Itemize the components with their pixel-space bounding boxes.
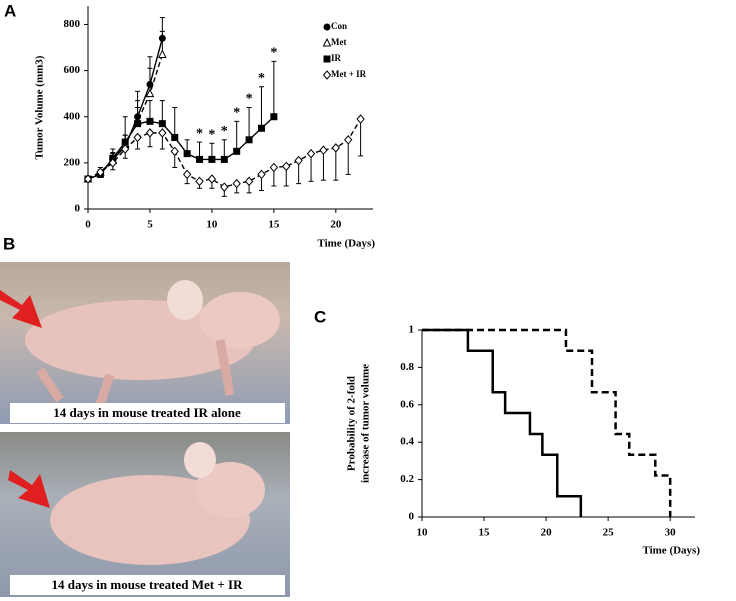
marker — [158, 120, 166, 128]
marker — [121, 144, 130, 154]
marker — [257, 169, 266, 180]
caption-box — [10, 575, 285, 595]
marker — [270, 113, 278, 121]
marker — [245, 136, 253, 144]
annotation: * — [208, 127, 215, 142]
x-tick-label: 15 — [268, 219, 280, 231]
marker — [170, 146, 179, 157]
marker — [323, 55, 331, 63]
legend-label: Con — [331, 21, 347, 31]
marker — [158, 49, 167, 58]
marker — [269, 162, 279, 173]
marker — [244, 176, 254, 187]
marker — [257, 124, 265, 132]
annotation: * — [196, 126, 203, 141]
legend-label: Met + IR — [331, 69, 367, 79]
marker — [182, 169, 192, 180]
marker — [146, 117, 154, 125]
marker — [145, 128, 155, 138]
x-tick-label: 25 — [603, 527, 615, 539]
marker — [208, 155, 216, 163]
marker — [145, 88, 155, 98]
marker — [133, 132, 142, 143]
marker — [183, 150, 191, 158]
x-tick-label: 10 — [206, 219, 218, 231]
y-tick-label: 0 — [409, 511, 415, 523]
marker — [294, 155, 303, 166]
x-tick-label: 20 — [330, 219, 342, 231]
photo-top — [0, 262, 290, 424]
x-tick-label: 30 — [665, 527, 677, 539]
annotation: * — [221, 124, 228, 139]
panel-label: C — [314, 307, 326, 326]
y-tick-label: 200 — [64, 156, 81, 168]
marker — [195, 176, 204, 187]
x-tick-label: 5 — [147, 219, 153, 231]
caption-box — [10, 403, 285, 423]
survival-curve — [422, 328, 672, 517]
annotation: * — [233, 106, 240, 121]
y-tick-label: 0.8 — [400, 361, 414, 373]
y-tick-label: 0 — [75, 203, 81, 215]
marker — [83, 174, 93, 184]
marker — [306, 148, 316, 159]
marker — [331, 143, 340, 153]
y-tick-label: 0.4 — [400, 436, 414, 448]
marker — [232, 178, 241, 189]
marker — [121, 138, 129, 146]
marker — [220, 155, 228, 163]
marker — [322, 37, 332, 47]
photo-bottom — [0, 432, 290, 597]
x-tick-label: 15 — [479, 527, 491, 539]
marker — [323, 23, 331, 31]
marker — [158, 128, 167, 138]
annotation: * — [246, 92, 253, 107]
marker — [171, 133, 179, 141]
series-line — [87, 116, 275, 180]
annotation: * — [258, 71, 265, 86]
y-tick-label: 1 — [409, 324, 415, 336]
panel-label: B — [3, 234, 15, 253]
y-tick-label: 800 — [64, 18, 81, 30]
marker — [319, 145, 328, 155]
y-tick-label: 0.6 — [400, 398, 414, 410]
marker — [108, 158, 117, 168]
legend-label: IR — [331, 53, 342, 63]
y-axis-label: increase of tumor volume — [360, 364, 372, 483]
marker — [356, 114, 365, 124]
marker — [96, 167, 105, 177]
y-tick-label: 400 — [64, 110, 81, 122]
marker — [233, 147, 241, 155]
marker — [282, 161, 291, 172]
panel-label: A — [4, 1, 16, 20]
x-tick-label: 0 — [85, 219, 91, 231]
y-tick-label: 600 — [64, 64, 81, 76]
x-axis-label: Time (Days) — [642, 545, 700, 557]
photo-caption: 14 days in mouse treated IR alone — [53, 405, 241, 420]
y-axis-label: Probability of 2-fold — [346, 376, 358, 471]
marker — [196, 155, 204, 163]
legend-label: Met — [331, 37, 347, 47]
y-axis-label: Tumor Volume (mm3) — [34, 55, 46, 159]
marker — [344, 135, 353, 145]
marker — [134, 120, 142, 128]
marker — [322, 70, 332, 80]
x-tick-label: 20 — [541, 527, 553, 539]
y-tick-label: 0.2 — [400, 473, 414, 485]
marker — [220, 182, 229, 192]
x-axis-label: Time (Days) — [317, 238, 375, 250]
survival-curve — [422, 328, 583, 517]
photo-caption: 14 days in mouse treated Met + IR — [52, 577, 244, 592]
marker — [207, 174, 217, 184]
annotation: * — [270, 46, 277, 61]
x-tick-label: 10 — [417, 527, 429, 539]
